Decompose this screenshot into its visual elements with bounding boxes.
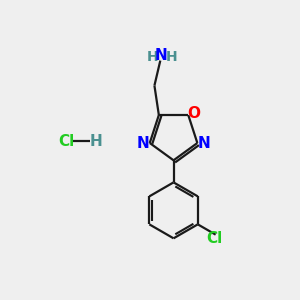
Text: O: O bbox=[188, 106, 201, 121]
Text: H: H bbox=[146, 50, 158, 64]
Text: H: H bbox=[89, 134, 102, 149]
Text: N: N bbox=[197, 136, 210, 151]
Text: H: H bbox=[166, 50, 177, 64]
Text: Cl: Cl bbox=[206, 231, 222, 246]
Text: N: N bbox=[154, 48, 167, 63]
Text: N: N bbox=[137, 136, 150, 151]
Text: Cl: Cl bbox=[58, 134, 74, 149]
